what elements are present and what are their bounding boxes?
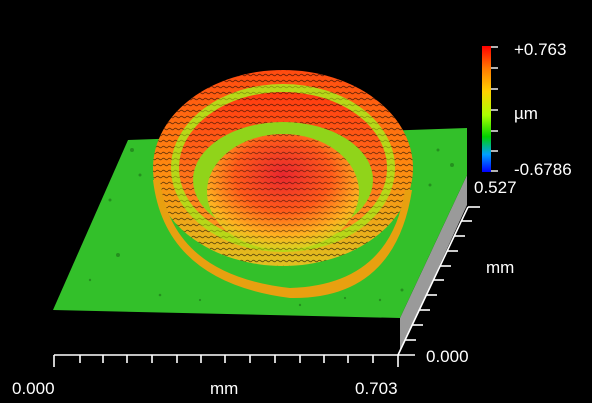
colorbar-unit-label: µm [514, 104, 538, 123]
y-axis-bottom-label: 0.000 [426, 347, 469, 366]
y-axis-top-label: 0.527 [474, 178, 517, 197]
colorbar-min-label: -0.6786 [514, 160, 572, 179]
x-axis [53, 354, 399, 367]
colorbar-gradient [482, 46, 491, 172]
y-axis [397, 206, 480, 356]
x-axis-unit-label: mm [210, 379, 238, 398]
x-axis-start-label: 0.000 [12, 379, 55, 398]
surface-noise [88, 148, 454, 307]
central-peak [207, 134, 359, 250]
colorbar-max-label: +0.763 [514, 40, 566, 59]
colorbar [482, 46, 498, 172]
surface-side-wall [400, 175, 467, 352]
x-axis-end-label: 0.703 [355, 379, 398, 398]
y-axis-unit-label: mm [486, 258, 514, 277]
